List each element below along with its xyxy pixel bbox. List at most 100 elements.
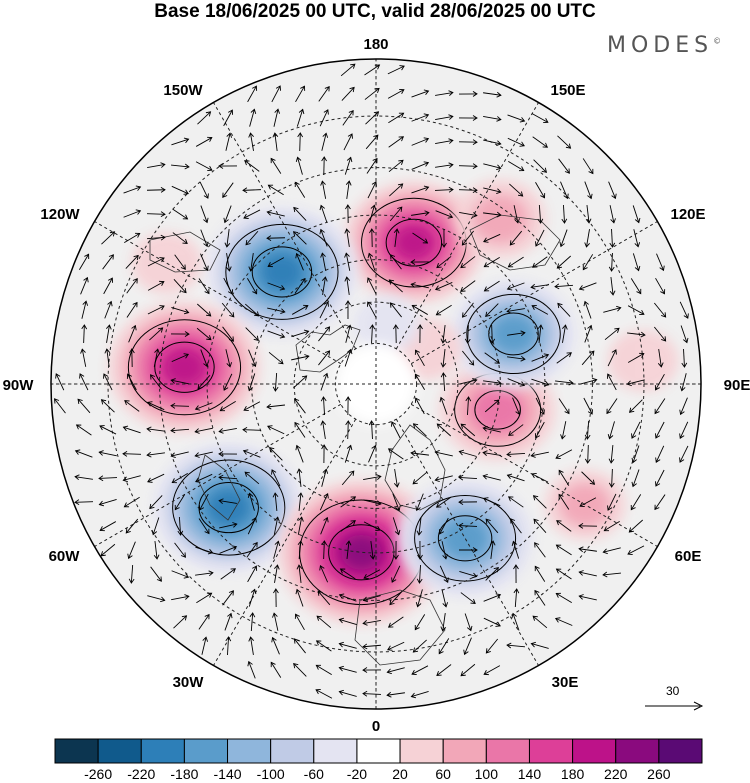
wind-vector — [362, 595, 381, 603]
wind-vector — [485, 638, 499, 654]
wind-vector — [458, 449, 477, 457]
wind-vector — [249, 612, 256, 632]
wind-vector — [439, 396, 448, 415]
wind-vector — [627, 545, 645, 555]
wind-vector — [123, 185, 142, 194]
wind-vector — [436, 256, 452, 269]
wind-vector — [339, 568, 356, 580]
wind-vector — [126, 373, 137, 391]
wind-vector — [608, 252, 615, 272]
wind-vector — [199, 181, 209, 199]
wind-vector — [269, 447, 283, 461]
wind-vector — [293, 375, 308, 389]
wind-vector — [220, 568, 236, 580]
wind-vector — [513, 205, 520, 224]
wind-vector — [174, 254, 186, 270]
wind-vector — [626, 379, 645, 387]
wind-vector — [415, 493, 424, 512]
wind-vector — [74, 474, 93, 481]
wind-vector — [198, 518, 210, 535]
colorbar-tick-label: -140 — [213, 766, 242, 782]
wind-vector — [321, 156, 328, 176]
wind-vector — [341, 470, 355, 486]
meridian — [395, 418, 539, 666]
wind-vector — [489, 540, 496, 559]
wind-vector — [391, 565, 401, 583]
wind-vector — [483, 379, 502, 386]
meridian — [94, 403, 342, 547]
wind-vector — [171, 594, 190, 601]
longitude-label-180: 180 — [363, 36, 389, 53]
wind-vector — [458, 522, 478, 529]
wind-vector — [77, 398, 91, 414]
wind-vector — [218, 451, 238, 457]
colorbar-tick-label: 100 — [474, 766, 499, 782]
wind-vector — [629, 399, 643, 413]
latitude-circle — [293, 301, 459, 467]
wind-vector — [627, 352, 645, 363]
wind-vector — [411, 113, 430, 122]
wind-vector — [680, 325, 689, 344]
wind-vector — [243, 209, 261, 219]
wind-vector — [435, 162, 454, 169]
wind-vector — [125, 254, 139, 269]
wind-vector — [319, 493, 329, 511]
wind-vector — [483, 497, 501, 507]
wind-vector — [578, 282, 597, 291]
colorbar-tick-label: -220 — [127, 766, 156, 782]
wind-vector — [438, 517, 449, 535]
wind-vector — [321, 444, 327, 464]
wind-vector — [196, 327, 212, 341]
wind-vector — [584, 324, 593, 343]
wind-vector — [170, 451, 189, 459]
wind-vector — [483, 233, 501, 243]
wind-vector — [81, 324, 88, 344]
wind-vector — [99, 425, 117, 435]
wind-vector — [318, 85, 330, 102]
colorbar-tick-label: -180 — [170, 766, 199, 782]
wind-vector — [608, 181, 617, 200]
wind-vector — [224, 229, 231, 248]
wind-vector — [195, 136, 213, 147]
wind-vector — [225, 253, 232, 272]
wind-vector — [171, 353, 190, 363]
wind-vector — [387, 641, 405, 651]
wind-vector — [561, 204, 568, 224]
wind-vector — [363, 474, 382, 480]
meridian — [410, 221, 658, 365]
wind-vector — [174, 542, 186, 558]
wind-vector — [533, 159, 548, 173]
wind-vector — [219, 400, 236, 412]
wind-vector — [321, 132, 329, 151]
wind-vector — [338, 593, 357, 602]
wind-vector — [345, 180, 352, 199]
wind-vector — [106, 324, 112, 343]
wind-vector — [579, 497, 597, 508]
wind-vector — [147, 280, 165, 291]
wind-vector — [511, 612, 520, 631]
wind-vector — [338, 689, 357, 697]
wind-vector — [530, 451, 549, 458]
wind-vector — [460, 280, 476, 292]
wind-vector — [483, 163, 502, 171]
wind-vector — [270, 661, 282, 678]
wind-vector — [345, 324, 353, 343]
wind-vector — [554, 617, 573, 626]
wind-vector — [225, 132, 233, 151]
wind-vector — [170, 331, 190, 337]
wind-vector — [389, 183, 404, 197]
wind-vector — [434, 186, 454, 193]
latitude-circle — [107, 115, 645, 653]
wind-vector — [628, 519, 644, 533]
wind-vector — [556, 520, 572, 532]
wind-vector — [294, 277, 306, 294]
wind-vector — [655, 277, 666, 295]
wind-vector — [681, 348, 688, 368]
wind-vector — [389, 206, 403, 222]
wind-vector — [414, 349, 425, 367]
wind-vector — [558, 398, 570, 415]
brand-mark: © — [713, 36, 722, 46]
wind-vector — [417, 540, 423, 560]
wind-vector — [679, 421, 689, 439]
wind-vector — [412, 639, 427, 653]
